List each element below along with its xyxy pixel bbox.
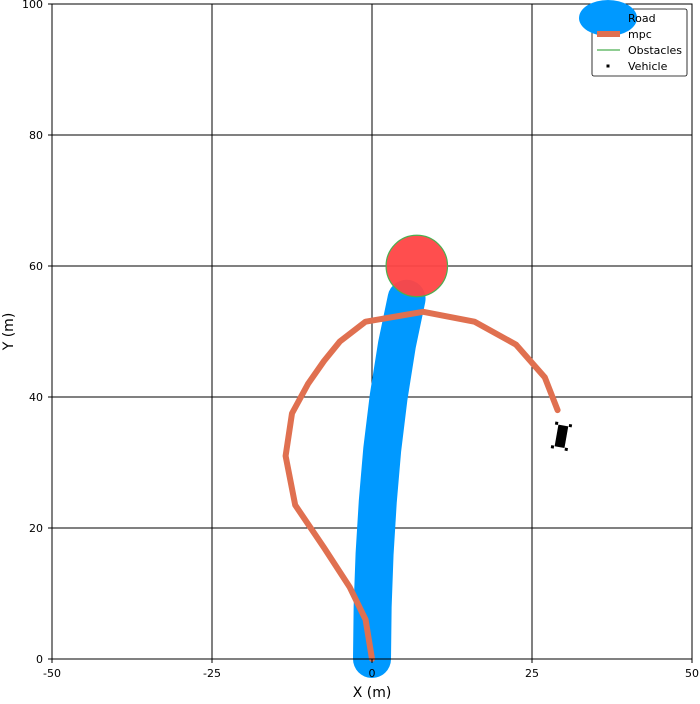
legend-label: mpc <box>628 28 652 41</box>
vehicle-wheel-4 <box>568 423 573 428</box>
vehicle-wheel-1 <box>550 445 555 449</box>
x-tick-label: 50 <box>685 667 699 680</box>
y-tick-label: 100 <box>22 0 43 11</box>
y-axis-label: Y (m) <box>1 313 17 352</box>
legend-label: Vehicle <box>628 60 668 73</box>
mpc-line <box>282 308 561 662</box>
x-tick-label: -50 <box>43 667 61 680</box>
obstacle-circle <box>385 234 449 298</box>
legend-label: Road <box>628 12 656 25</box>
y-tick-label: 20 <box>29 522 43 535</box>
vehicle-wheel-3 <box>564 447 568 452</box>
y-tick-label: 0 <box>36 653 43 666</box>
vehicle-marker <box>550 421 573 452</box>
y-tick-label: 40 <box>29 391 43 404</box>
x-tick-label: 25 <box>525 667 539 680</box>
x-tick-label: 0 <box>369 667 376 680</box>
road-line <box>353 279 426 678</box>
legend-label: Obstacles <box>628 44 682 57</box>
vehicle-body <box>554 424 569 449</box>
legend-swatch-road <box>579 0 637 36</box>
series-layer <box>282 234 573 678</box>
vehicle-wheel-2 <box>554 421 559 426</box>
x-tick-label: -25 <box>203 667 221 680</box>
y-tick-label: 60 <box>29 260 43 273</box>
legend-swatch-vehicle <box>606 64 610 68</box>
x-axis-label: X (m) <box>353 685 392 700</box>
y-tick-label: 80 <box>29 129 43 142</box>
legend: Road mpc Obstacles Vehicle <box>579 0 688 77</box>
